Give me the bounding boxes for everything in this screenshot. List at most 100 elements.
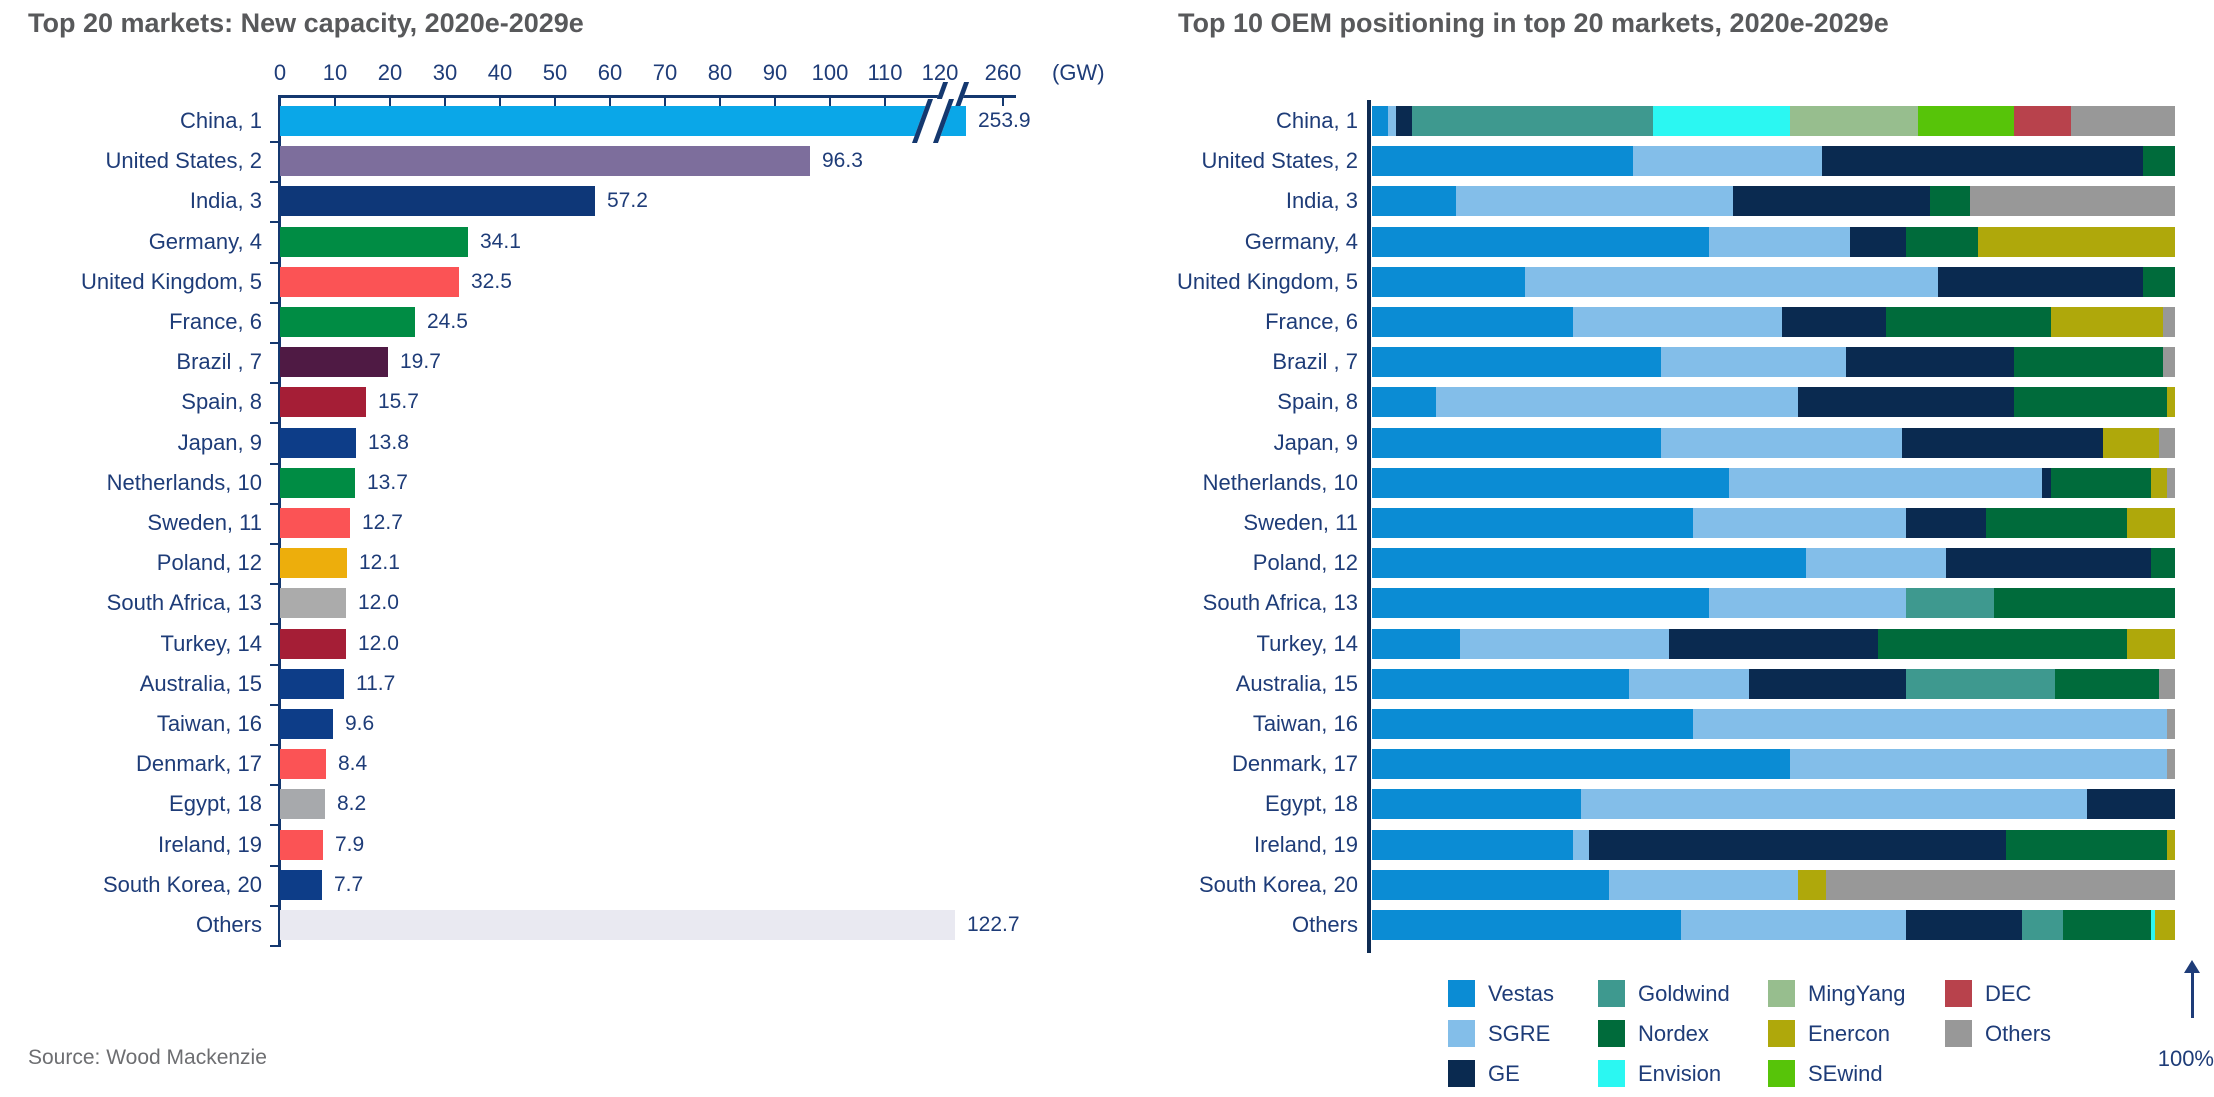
country-label: India, 3 (1285, 188, 1358, 214)
oem-segment-nordex (2142, 266, 2175, 297)
axis-tickmark (884, 95, 886, 106)
legend-swatch-goldwind (1598, 980, 1625, 1007)
axis-tick-label: 50 (542, 60, 568, 85)
axis-tick-label: 110 (867, 60, 903, 85)
axis-tick-label: 20 (377, 60, 403, 85)
country-label: Germany, 4 (148, 228, 262, 254)
oem-segment-sgre (1628, 668, 1750, 699)
oem-segment-enercon (2126, 508, 2175, 538)
country-label: Brazil , 7 (176, 349, 262, 375)
oem-segment-enercon (2166, 387, 2175, 418)
oem-segment-others (1970, 186, 2175, 217)
oem-segment-sgre (1632, 146, 1822, 177)
oem-segment-vestas (1372, 226, 1710, 257)
country-label: Sweden, 11 (1243, 510, 1358, 535)
left-chart-title: Top 20 markets: New capacity, 2020e-2029… (28, 8, 584, 38)
oem-segment-enercon (2126, 628, 2175, 659)
capacity-value: 8.2 (337, 792, 367, 816)
axis-tick-label-break: 260 (984, 60, 1022, 85)
legend-label: DEC (1985, 981, 2032, 1006)
capacity-value: 7.9 (335, 832, 365, 856)
legend-label: SGRE (1488, 1021, 1551, 1046)
legend-label: GE (1488, 1061, 1520, 1086)
country-label: Japan, 9 (177, 429, 262, 455)
country-label: Netherlands, 10 (1202, 469, 1358, 495)
country-label: South Korea, 20 (1198, 871, 1358, 897)
oem-share-bar (1372, 628, 2175, 659)
oem-share-bar (1372, 829, 2175, 860)
country-label: South Africa, 13 (106, 590, 262, 616)
category-tickmark (270, 703, 278, 706)
oem-segment-sgre (1693, 508, 1906, 538)
legend-label: Nordex (1638, 1021, 1709, 1046)
oem-segment-ge (2086, 789, 2175, 820)
legend-label: Enercon (1808, 1021, 1890, 1046)
oem-segment-enercon (1797, 869, 1826, 900)
oem-share-bar (1372, 347, 2175, 378)
oem-share-bar (1372, 508, 2175, 538)
oem-share-bar (1372, 146, 2175, 177)
axis-tickmark (554, 95, 556, 106)
oem-segment-enercon (1978, 226, 2175, 257)
category-tickmark (270, 663, 278, 666)
oem-segment-sewind (1917, 106, 2015, 136)
source-note: Source: Wood Mackenzie (28, 1046, 267, 1069)
oem-segment-ge (1905, 910, 2023, 940)
oem-segment-goldwind (1905, 668, 2055, 699)
axis-tickmark (389, 95, 391, 106)
axis-tick-label: 0 (273, 60, 287, 85)
oem-segment-goldwind (2022, 910, 2063, 940)
axis-tickmark (664, 95, 666, 106)
axis-tickmark (774, 95, 776, 106)
oem-segment-sgre (1709, 588, 1906, 619)
oem-segment-ge (1669, 628, 1878, 659)
country-label: Denmark, 17 (136, 751, 262, 777)
category-tickmark (270, 382, 278, 385)
axis-line (278, 95, 1016, 98)
oem-segment-sgre (1436, 387, 1798, 418)
country-label: Brazil , 7 (1272, 349, 1358, 375)
oem-segment-ge (1733, 186, 1931, 217)
legend-label: MingYang (1808, 981, 1906, 1006)
right-chart-title: Top 10 OEM positioning in top 20 markets… (1178, 8, 1889, 38)
oem-segment-ge (1588, 829, 2007, 860)
category-tickmark (270, 784, 278, 787)
category-tickmark (270, 543, 278, 545)
oem-segment-vestas (1372, 347, 1662, 378)
legend-swatch-sgre (1448, 1020, 1475, 1047)
legend-label: Envision (1638, 1061, 1722, 1086)
oem-segment-envision (1653, 106, 1790, 136)
oem-share-bar (1372, 789, 2175, 820)
oem-segment-others (2070, 106, 2175, 136)
oem-segment-nordex (1994, 588, 2175, 619)
category-tickmark (270, 141, 278, 143)
country-label: China, 1 (180, 108, 262, 133)
legend-label: Goldwind (1638, 981, 1730, 1006)
country-label: China, 1 (1276, 108, 1358, 133)
axis-tickmark (1002, 95, 1004, 106)
oem-segment-ge (1396, 106, 1413, 136)
axis-tick-label: 120 (921, 60, 959, 85)
oem-segment-ge (2042, 467, 2051, 498)
capacity-bar (280, 668, 344, 699)
capacity-value: 12.7 (362, 511, 403, 534)
oem-segment-vestas (1372, 588, 1710, 619)
oem-share-bar (1372, 467, 2175, 498)
oem-segment-sgre (1580, 789, 2087, 820)
oem-segment-sgre (1608, 869, 1798, 900)
capacity-value: 57.2 (607, 189, 648, 213)
country-label: Ireland, 19 (158, 831, 262, 857)
capacity-bar (280, 427, 356, 458)
capacity-value: 8.4 (338, 752, 368, 776)
capacity-bar (280, 106, 966, 136)
legend-swatch-nordex (1598, 1020, 1625, 1047)
oem-segment-sgre (1572, 829, 1589, 860)
axis-tickmark (444, 95, 446, 106)
legend-label: SEwind (1808, 1061, 1883, 1086)
oem-segment-ge (1849, 226, 1906, 257)
country-label: Ireland, 19 (1254, 831, 1358, 857)
oem-segment-nordex (1877, 628, 2127, 659)
country-label: Germany, 4 (1244, 228, 1358, 254)
oem-segment-vestas (1372, 869, 1609, 900)
oem-segment-vestas (1372, 387, 1437, 418)
